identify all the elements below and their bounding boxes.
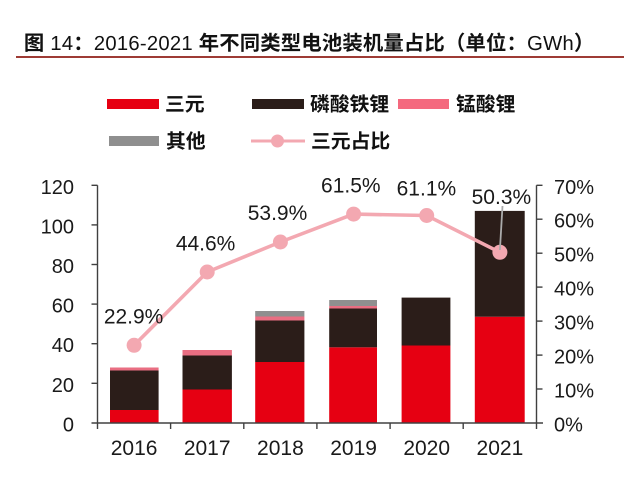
svg-text:53.9%: 53.9% — [248, 202, 308, 225]
svg-text:40: 40 — [52, 335, 74, 357]
svg-text:61.5%: 61.5% — [321, 175, 381, 198]
svg-text:50.3%: 50.3% — [472, 186, 532, 209]
svg-text:40%: 40% — [554, 279, 594, 301]
svg-text:22.9%: 22.9% — [104, 306, 164, 329]
svg-text:2018: 2018 — [257, 437, 304, 460]
svg-text:80: 80 — [52, 256, 74, 278]
svg-text:2016: 2016 — [111, 437, 158, 460]
svg-text:60: 60 — [52, 296, 74, 318]
svg-text:2017: 2017 — [184, 437, 231, 460]
svg-text:20%: 20% — [554, 347, 594, 369]
svg-text:0%: 0% — [554, 415, 583, 437]
svg-text:10%: 10% — [554, 381, 594, 403]
svg-text:60%: 60% — [554, 211, 594, 233]
svg-text:2020: 2020 — [403, 437, 450, 460]
svg-text:44.6%: 44.6% — [176, 233, 236, 256]
svg-text:2021: 2021 — [477, 437, 524, 460]
svg-text:2019: 2019 — [330, 437, 377, 460]
svg-text:0: 0 — [63, 415, 74, 437]
svg-text:30%: 30% — [554, 313, 594, 335]
svg-text:100: 100 — [41, 216, 74, 238]
svg-text:120: 120 — [41, 177, 74, 199]
svg-text:50%: 50% — [554, 245, 594, 267]
svg-text:61.1%: 61.1% — [397, 178, 457, 201]
svg-text:20: 20 — [52, 375, 74, 397]
svg-text:70%: 70% — [554, 177, 594, 199]
